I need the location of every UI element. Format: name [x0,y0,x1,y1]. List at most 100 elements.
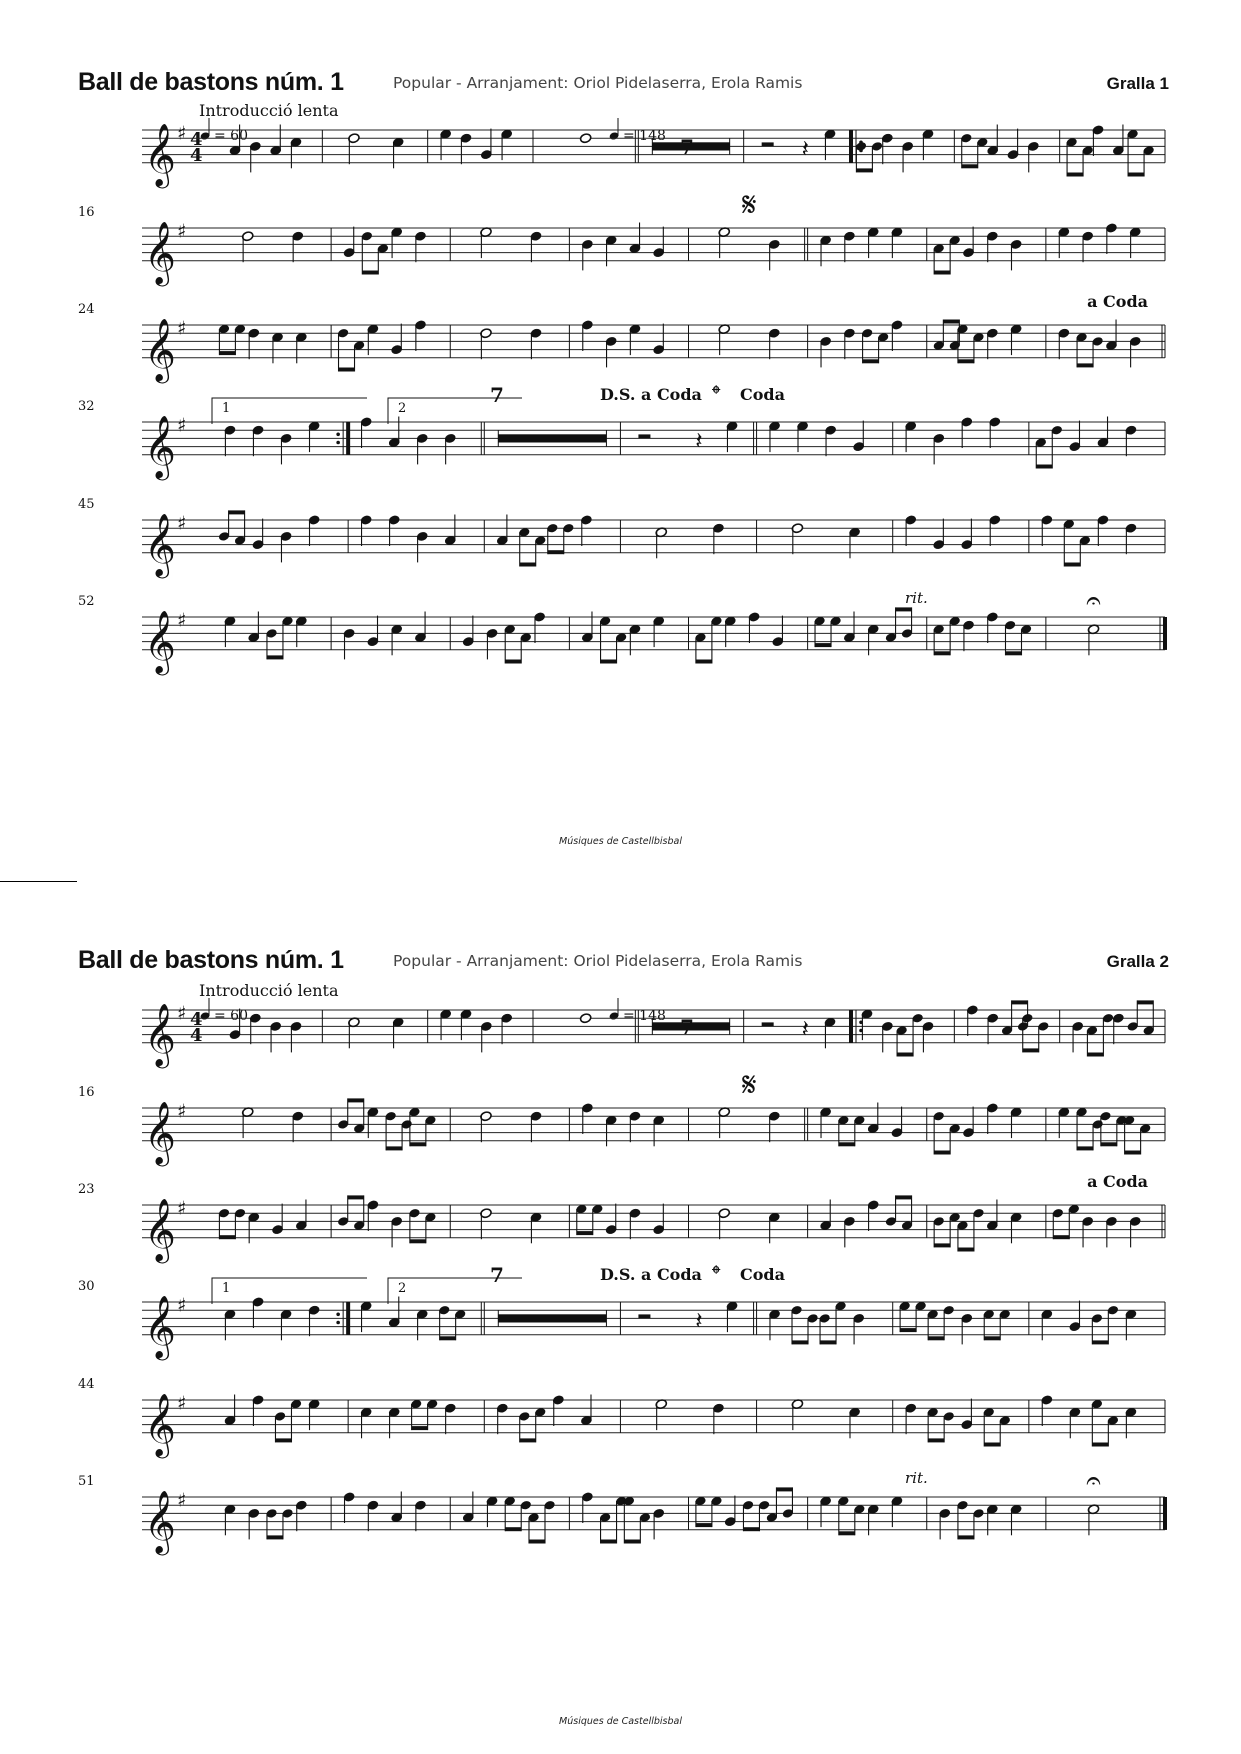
volta-bracket [211,397,367,424]
composer-credit: Popular - Arranjament: Oriol Pidelaserra… [393,74,803,92]
page-divider [0,881,77,882]
notehead [807,1314,818,1323]
notehead [927,1408,938,1417]
part-name: Gralla 1 [1106,74,1169,93]
final-barline [1163,617,1167,650]
key-signature-sharp: ♯ [177,220,186,242]
notehead [949,236,960,245]
piece-title: Ball de bastons núm. 1 [78,68,344,96]
beam [1100,1142,1117,1147]
beam [792,1340,809,1345]
segno-icon: 𝄋 [742,1065,757,1105]
beam [1067,172,1084,177]
tempo-value: = 148 [623,1008,666,1024]
beam [409,1142,426,1147]
beam [838,1531,855,1536]
notehead [878,333,889,342]
notehead [547,524,558,533]
notehead [616,633,627,642]
notehead [1092,1120,1103,1129]
beam [411,1426,428,1431]
notehead [949,617,960,626]
beam [439,1336,456,1341]
notehead [600,617,611,626]
beam [934,270,951,275]
notehead [385,1112,396,1121]
beam [228,510,245,515]
beam [820,1340,837,1345]
quarter-rest: 𝄽 [695,427,702,455]
multirest-bar [498,434,607,443]
beam [1005,651,1022,656]
beam [600,1539,617,1544]
beam [386,1146,403,1151]
beam [362,270,379,275]
notehead [1086,1026,1098,1035]
notehead [896,1026,907,1035]
notehead [871,142,883,151]
repeat-dot [336,432,340,437]
beam [219,351,236,356]
quarter-rest: 𝄽 [802,135,809,163]
notehead [1100,1112,1111,1121]
treble-clef-icon: 𝄞 [144,1490,176,1556]
repeat-end-barline [346,1302,351,1335]
beam [266,1535,283,1540]
notehead [862,329,873,338]
key-signature-sharp: ♯ [177,414,186,436]
quarter-rest: 𝄽 [695,1307,702,1335]
notehead [623,1497,635,1506]
beam [957,1247,974,1252]
notehead [957,1501,968,1510]
notehead [949,1213,960,1222]
half-rest [761,142,774,147]
notehead [949,341,960,350]
beam [347,1098,364,1103]
tempo-label: Introducció lenta [199,981,339,1000]
beam [957,1535,974,1540]
notehead [977,138,988,147]
ds-al-coda-label: D.S. a Coda [600,1265,702,1284]
notehead [1102,1014,1114,1023]
notehead [835,1302,846,1311]
notehead [819,1314,830,1323]
notehead [1127,130,1138,139]
beam [838,1142,855,1147]
notehead [218,325,230,334]
beam [957,359,974,364]
measure-number: 45 [78,497,95,512]
key-signature-sharp: ♯ [177,512,186,534]
notehead [520,1501,531,1510]
measure-number: 16 [78,205,95,220]
coda-label: Coda [740,385,785,404]
beam [624,1539,641,1544]
beam [943,319,960,324]
notehead [1038,1022,1049,1031]
final-barline [1163,1497,1167,1530]
treble-clef-icon: 𝄞 [144,221,176,287]
notehead [766,1513,777,1522]
ritardando-label: rit. [905,1469,928,1487]
coda-icon: 𝄌 [712,380,721,408]
volta-bracket [387,1277,522,1304]
key-signature-sharp: ♯ [177,609,186,631]
measure-number: 30 [78,1279,95,1294]
notehead [409,1209,420,1218]
notehead [957,1221,968,1230]
notehead [504,1497,515,1506]
volta-bracket [211,1277,367,1304]
beam [1077,363,1094,368]
quarter-rest: 𝄽 [802,1015,809,1043]
fermata-icon: 𝄐 [1086,586,1100,616]
beam [1087,1052,1104,1057]
treble-clef-icon: 𝄞 [144,415,176,481]
repeat-dot [336,440,340,445]
beam [928,1336,945,1341]
beam [1022,1048,1039,1053]
tempo-value: = 148 [623,128,666,144]
notehead [1116,1116,1127,1125]
measure-number: 32 [78,399,95,414]
volta-2-label: 2 [398,1281,406,1296]
multirest-bar [652,142,730,151]
notehead [338,1217,349,1226]
